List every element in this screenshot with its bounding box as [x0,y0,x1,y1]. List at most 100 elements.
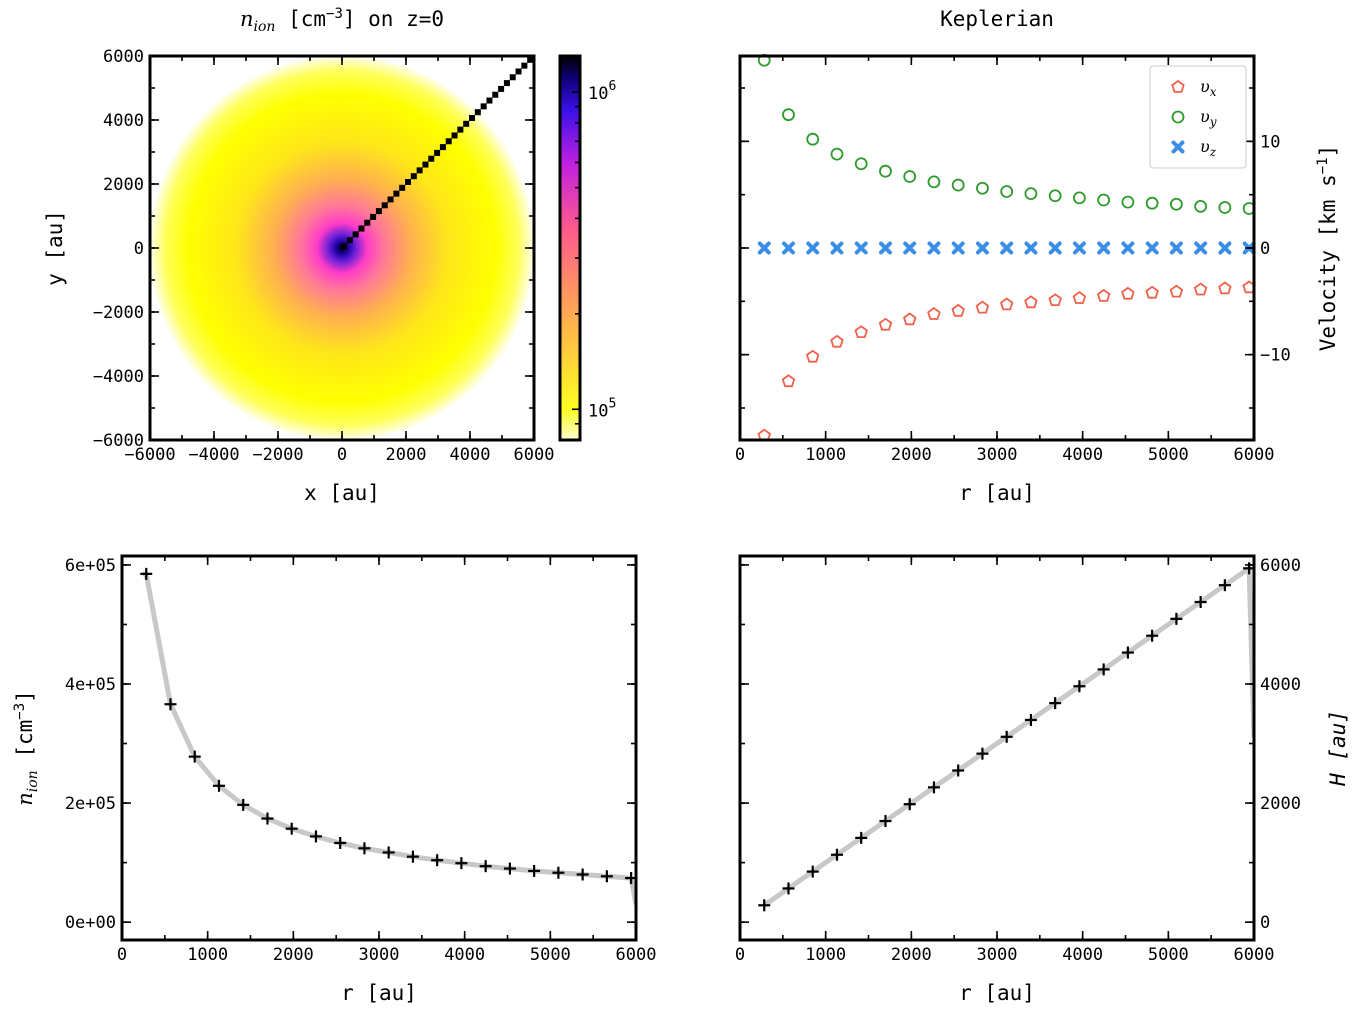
profile-line-cell [515,68,522,75]
profile-point [285,822,298,835]
title-tail: ] on z=0 [343,7,444,31]
velocity-point-x [854,325,868,339]
title-sub: ion [254,19,276,35]
profile-point [140,567,153,580]
ylabel-rest: [cm [13,720,37,771]
colorbar [560,56,580,440]
y-tick-label: −2000 [93,303,144,323]
profile-line-cell [410,173,417,180]
velocity-ylabel-sup: −1 [1315,157,1331,174]
profile-line-cell [428,155,435,162]
y-tick-label: 0 [1260,239,1270,259]
profile-line-cell [503,80,510,87]
legend-label-x: υx [1200,77,1217,99]
velocity-point-x [1145,285,1159,299]
x-marker-stroke [854,241,868,255]
y-tick-label: −6000 [93,431,144,451]
profile-point [431,854,444,867]
density-profile-panel: 0 1000 2000 3000 4000 5000 6000 0e+00 2e+05 4e+05… [12,554,656,1005]
velocity-title: Keplerian [940,7,1054,31]
x-tick-label: 1000 [187,945,228,965]
x-tick-label: 5000 [1148,945,1189,965]
profile-point [382,846,395,859]
velocity-point-y [830,147,844,161]
x-marker-stroke [1145,241,1159,255]
x-marker-stroke [1097,241,1111,255]
velocity-point-y [976,181,989,195]
profile-point [576,868,589,881]
y-tick-label: −4000 [93,367,144,387]
x-marker-stroke [1000,241,1014,255]
velocity-point-y [806,132,820,146]
x-tick-label: 3000 [977,945,1018,965]
profile-point [1049,697,1062,710]
velocity-point-y [1121,195,1135,209]
velocity-point-y [782,108,795,122]
velocity-point-x [1193,282,1208,296]
x-marker-stroke [1194,241,1208,255]
profile-point [1121,646,1134,659]
x-tick-label: 4000 [450,445,491,465]
density-map-ylabel: y [au] [43,210,67,286]
x-marker-stroke [806,241,820,255]
ylabel-tail: ] [13,690,37,703]
height-points [758,562,1256,912]
profile-point [927,781,940,794]
profile-point [879,815,892,828]
ylabel-n: n [13,792,37,806]
y-tick-label: 6000 [103,47,144,67]
profile-line-cell [521,62,528,69]
profile-point [334,836,347,849]
x-tick-label: 2000 [891,945,932,965]
x-tick-label: 0 [735,445,745,465]
profile-line-cell [439,144,446,151]
x-tick-label: 3000 [977,445,1018,465]
profile-point [830,848,843,861]
profile-line-cell [387,196,394,203]
x-marker-stroke [1171,140,1185,154]
velocity-point-y [1000,185,1014,198]
y-tick-label: 4000 [1260,675,1301,695]
profile-line-cell [341,243,347,249]
density-map-ticks: −6000 −4000 −2000 0 2000 4000 6000 −6000 −4000 −2… [93,47,555,465]
density-profile-frame [120,554,638,942]
y-tick-label: 6000 [1260,556,1301,576]
colorbar-ticks: 106 105 [572,79,616,425]
profile-line-cell [434,149,441,156]
profile-line-cell [422,161,429,168]
x-marker-stroke [878,241,892,255]
profile-point [903,798,916,811]
x-marker-stroke [781,241,795,255]
density-profile-xlabel: r [au] [341,981,417,1005]
x-tick-label: 4000 [1062,445,1103,465]
velocity-point-x [975,300,990,314]
velocity-point-y [951,178,965,192]
height-panel: 0 1000 2000 3000 4000 5000 6000 0 2000 4000 6000 r… [735,554,1350,1005]
x-marker-stroke [1218,241,1232,255]
velocity-point-z [1000,241,1014,255]
profile-point [261,812,274,825]
x-tick-label: 6000 [1234,945,1275,965]
velocity-point-z [757,241,771,255]
velocity-point-y [1194,199,1208,213]
velocity-point-z [1024,241,1038,255]
profile-point [309,830,322,843]
profile-point [1218,579,1231,592]
profile-point [479,860,492,873]
profile-point [1024,713,1037,726]
profile-line-cell [399,184,406,191]
profile-point [806,865,819,878]
height-ticks: 0 1000 2000 3000 4000 5000 6000 0 2000 4000 6000 [735,556,1301,965]
profile-point [406,850,419,863]
profile-line-cell [480,103,487,110]
colorbar-tick-label: 105 [588,396,616,421]
profile-line-cell [492,91,499,98]
velocity-point-y [903,170,917,183]
velocity-point-z [1121,241,1135,255]
velocity-point-z [1145,241,1159,255]
x-tick-label: −6000 [124,445,175,465]
profile-point [758,899,771,912]
velocity-point-x [951,303,965,317]
profile-point [503,862,516,875]
profile-point [1097,663,1110,676]
